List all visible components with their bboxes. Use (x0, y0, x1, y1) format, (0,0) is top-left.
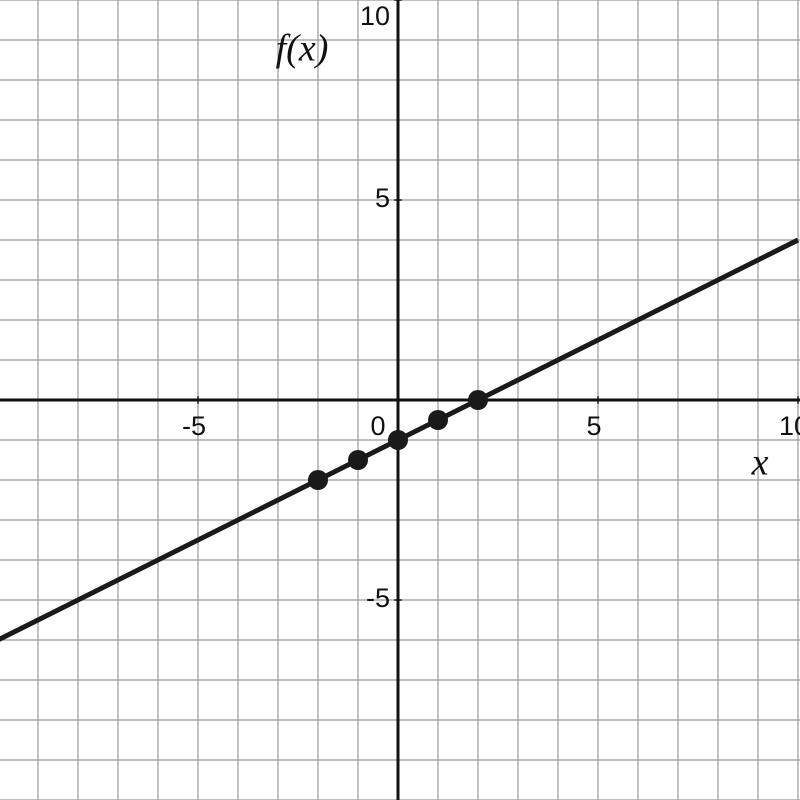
point (428, 410, 448, 430)
x-tick-label: 0 (370, 411, 385, 441)
x-tick-label: 10 (779, 411, 800, 441)
point (468, 390, 488, 410)
y-tick-label: 5 (375, 183, 390, 213)
point (388, 430, 408, 450)
point (308, 470, 328, 490)
point (348, 450, 368, 470)
y-tick-label: -5 (366, 583, 390, 613)
x-tick-label: 5 (586, 411, 601, 441)
x-axis-label: x (751, 442, 769, 484)
x-tick-label: -5 (182, 411, 206, 441)
y-axis-label: f(x) (276, 28, 329, 70)
y-tick-label: 10 (360, 1, 390, 31)
